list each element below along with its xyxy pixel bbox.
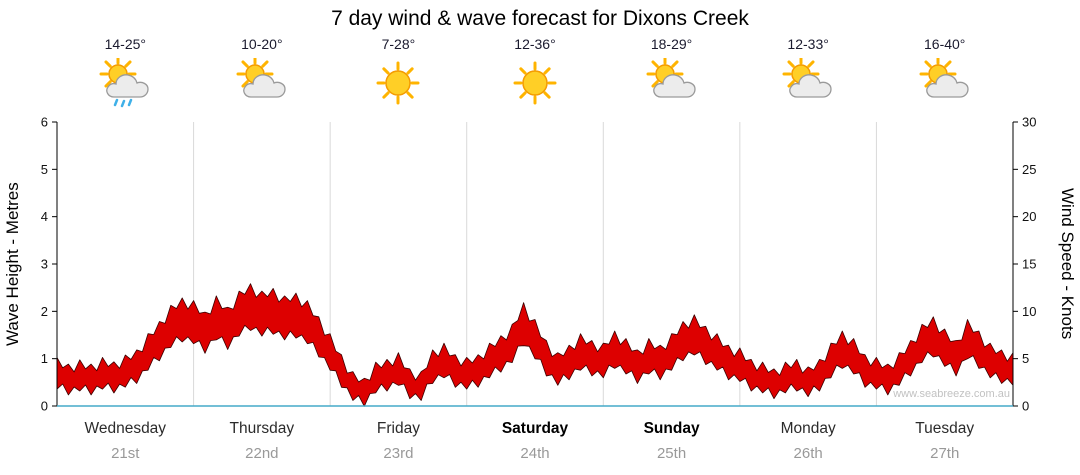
right-tick-label: 5 [1022,351,1029,366]
temperature-range-label: 12-36° [514,36,556,52]
sun-icon [376,61,420,105]
left-tick-label: 6 [41,115,48,130]
day-label: Sunday [644,420,700,437]
date-label: 22nd [245,445,278,462]
temperature-range-label: 10-20° [241,36,283,52]
right-tick-label: 10 [1022,304,1036,319]
chart-title: 7 day wind & wave forecast for Dixons Cr… [331,7,749,30]
cloud-icon [925,74,969,98]
cloud-icon [652,74,696,98]
left-tick-label: 1 [41,351,48,366]
day-label: Tuesday [915,420,974,437]
forecast-day-column: 10-20° [194,36,331,108]
sun-cloud-icon [236,58,286,98]
day-label: Wednesday [84,420,166,437]
cloud-icon [243,74,286,98]
left-tick-label: 4 [41,209,48,224]
date-label: 25th [657,445,686,462]
temperature-range-label: 7-28° [381,36,416,52]
day-label: Monday [781,420,836,437]
sun-cloud-icon [782,58,832,98]
date-label: 27th [930,445,959,462]
cloud-icon [106,74,149,98]
date-label: 24th [520,445,549,462]
day-label: Friday [377,420,420,437]
left-tick-label: 2 [41,304,48,319]
sun-icon [376,61,420,105]
right-axis-title: Wind Speed - Knots [1058,188,1077,340]
date-label: 26th [794,445,823,462]
right-tick-label: 0 [1022,399,1029,414]
right-tick-label: 20 [1022,209,1036,224]
forecast-day-column: 7-28° [330,36,467,108]
left-tick-label: 0 [41,399,48,414]
temperature-range-label: 18-29° [650,36,693,52]
sun-cloud-icon [919,58,969,98]
left-axis-title: Wave Height - Metres [3,182,22,346]
date-label: 21st [111,445,140,462]
day-label: Thursday [230,420,295,437]
left-tick-label: 3 [41,257,48,272]
temperature-range-label: 16-40° [924,36,966,52]
forecast-day-column: 16-40° [876,36,1013,108]
forecast-day-column: 18-29° [603,36,740,108]
watermark: www.seabreeze.com.au [893,388,1010,400]
right-tick-label: 30 [1022,115,1036,130]
sun-icon [513,61,557,105]
right-tick-label: 25 [1022,162,1036,177]
cloud-icon [789,74,832,98]
temperature-range-label: 12-33° [787,36,829,52]
day-label: Saturday [502,420,569,437]
forecast-day-column: 12-36° [467,36,604,108]
left-tick-label: 5 [41,162,48,177]
raindrops-icon [114,98,133,108]
forecast-day-column: 14-25° [57,36,194,108]
sun-icon [513,61,557,105]
forecast-day-column: 12-33° [740,36,877,108]
temperature-range-label: 14-25° [104,36,146,52]
date-label: 23rd [383,445,413,462]
sun-cloud-icon [646,58,696,98]
sun-cloud-rain-icon [99,58,149,108]
right-tick-label: 15 [1022,257,1036,272]
